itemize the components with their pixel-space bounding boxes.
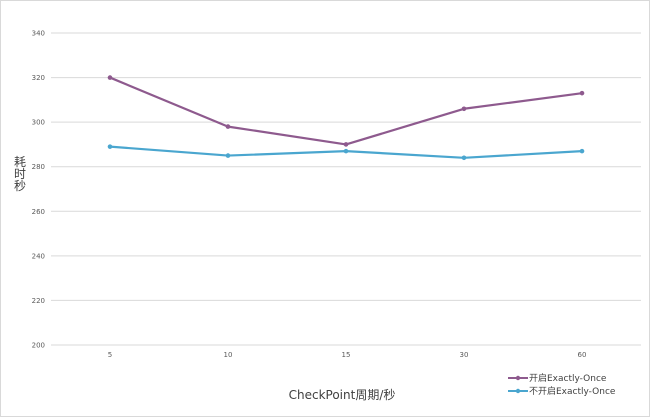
data-point	[461, 155, 467, 161]
y-tick-label: 240	[32, 252, 45, 260]
x-tick-label: 10	[224, 351, 233, 359]
legend-label: 不开启Exactly-Once	[529, 385, 616, 397]
y-tick-label: 320	[32, 74, 45, 82]
y-tick-label: 300	[32, 119, 45, 127]
y-tick-label: 200	[32, 342, 45, 350]
x-axis-label: CheckPoint周期/秒	[289, 388, 396, 402]
y-axis-label-char: 秒	[14, 179, 26, 193]
x-tick-label: 15	[342, 351, 351, 359]
data-point	[107, 144, 113, 149]
x-tick-labels: 5 10 15 30 60	[108, 351, 587, 359]
series-1	[107, 75, 585, 147]
data-point	[107, 75, 113, 80]
y-tick-labels: 200 220 240 260 280 300 320 340	[32, 30, 45, 350]
y-tick-label: 220	[32, 297, 45, 305]
legend-item: 不开启Exactly-Once	[508, 385, 616, 397]
data-point	[225, 153, 231, 158]
data-point	[343, 142, 349, 147]
legend-marker	[515, 388, 521, 394]
data-point	[579, 90, 585, 96]
y-axis-label-char: 耗	[14, 155, 26, 169]
legend-marker	[515, 375, 521, 381]
legend-item: 开启Exactly-Once	[508, 372, 607, 384]
series-lines	[107, 75, 585, 161]
x-tick-label: 5	[108, 351, 112, 359]
y-axis-label-char: 时	[14, 167, 26, 181]
legend-label: 开启Exactly-Once	[529, 372, 607, 384]
gridlines	[51, 32, 641, 346]
series-line	[109, 76, 583, 146]
y-tick-label: 340	[32, 30, 45, 38]
x-tick-label: 30	[460, 351, 469, 359]
data-point	[343, 148, 349, 154]
y-tick-label: 280	[32, 163, 45, 171]
data-point	[225, 124, 231, 129]
series-2	[107, 144, 585, 161]
x-tick-label: 60	[578, 351, 587, 359]
y-tick-label: 260	[32, 208, 45, 216]
y-axis-label: 耗时秒	[14, 155, 26, 193]
data-point	[461, 106, 467, 112]
data-point	[579, 148, 585, 154]
